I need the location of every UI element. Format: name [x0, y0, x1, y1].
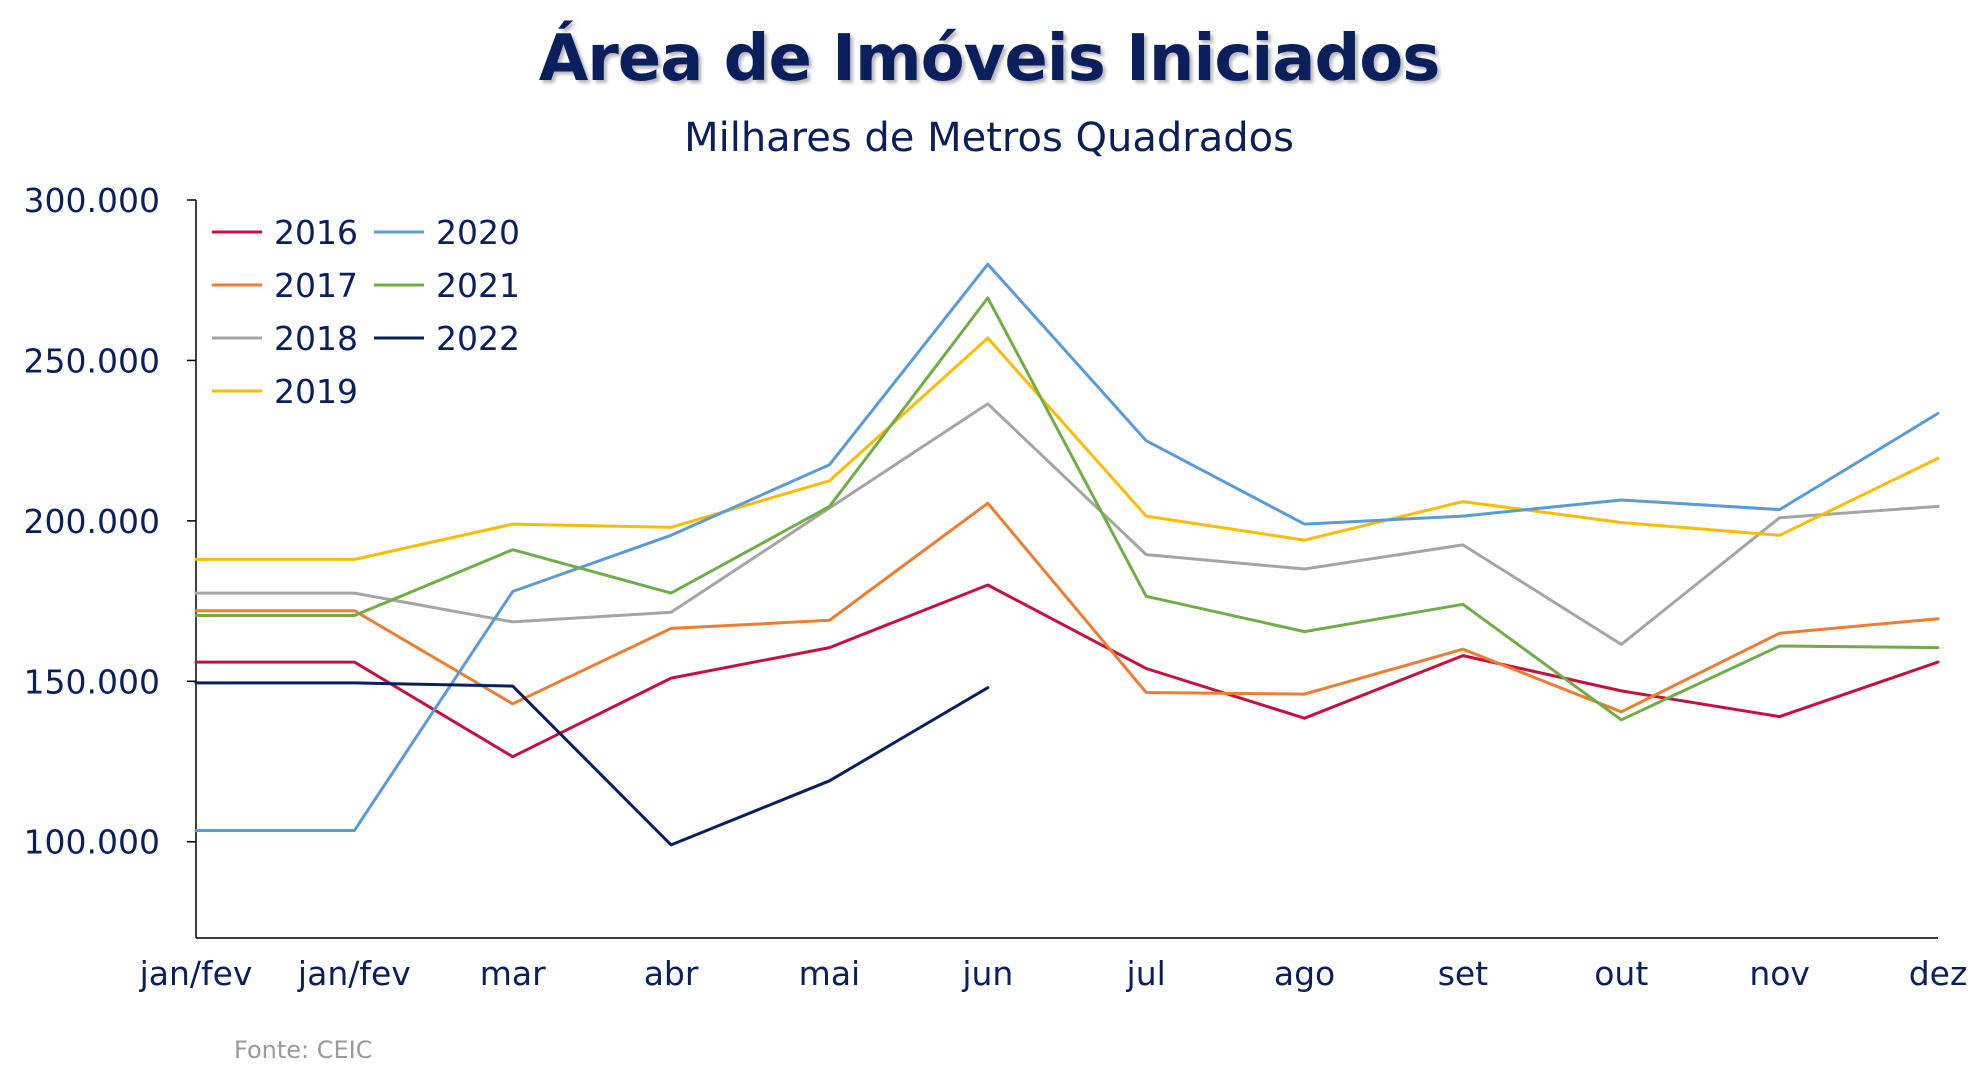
x-tick-label: set	[1438, 954, 1488, 993]
x-tick-label: jan/fev	[297, 954, 411, 993]
x-tick-label: jun	[961, 954, 1013, 993]
series-line-2017	[194, 501, 1940, 714]
source-note: Fonte: CEIC	[234, 1036, 373, 1064]
y-tick-label: 150.000	[24, 662, 160, 701]
chart-title: Área de Imóveis Iniciados	[538, 22, 1441, 96]
legend-label-2022: 2022	[436, 319, 520, 358]
series-line-2016	[194, 583, 1940, 759]
legend-label-2017: 2017	[274, 266, 358, 305]
x-tick-label: abr	[644, 954, 699, 993]
y-tick-label: 200.000	[24, 502, 160, 541]
x-tick-label: jul	[1126, 954, 1166, 993]
x-tick-label: jan/fev	[139, 954, 253, 993]
x-tick-label: ago	[1274, 954, 1335, 993]
legend-label-2018: 2018	[274, 319, 358, 358]
series-line-2019	[194, 336, 1940, 561]
series-lines	[194, 262, 1940, 847]
legend: 2016 2017 2018 2019 2020 2021 2022	[212, 213, 520, 411]
x-tick-label: mar	[480, 954, 546, 993]
legend-label-2020: 2020	[436, 213, 520, 252]
series-line-2022	[194, 681, 990, 847]
legend-label-2016: 2016	[274, 213, 358, 252]
series-line-2021	[194, 296, 1940, 722]
legend-label-2021: 2021	[436, 266, 520, 305]
series-line-2018	[194, 402, 1940, 646]
x-tick-label: mai	[799, 954, 861, 993]
y-tick-label: 100.000	[24, 823, 160, 862]
series-line-2020	[194, 262, 1940, 832]
x-tick-label: dez	[1909, 954, 1968, 993]
y-tick-label: 250.000	[24, 341, 160, 380]
legend-label-2019: 2019	[274, 372, 358, 411]
x-tick-label: nov	[1749, 954, 1810, 993]
chart-subtitle: Milhares de Metros Quadrados	[684, 115, 1294, 161]
y-tick-label: 300.000	[24, 181, 160, 220]
x-tick-label: out	[1594, 954, 1648, 993]
axes: 100.000 150.000 200.000 250.000 300.000 jan/f…	[24, 181, 1968, 993]
